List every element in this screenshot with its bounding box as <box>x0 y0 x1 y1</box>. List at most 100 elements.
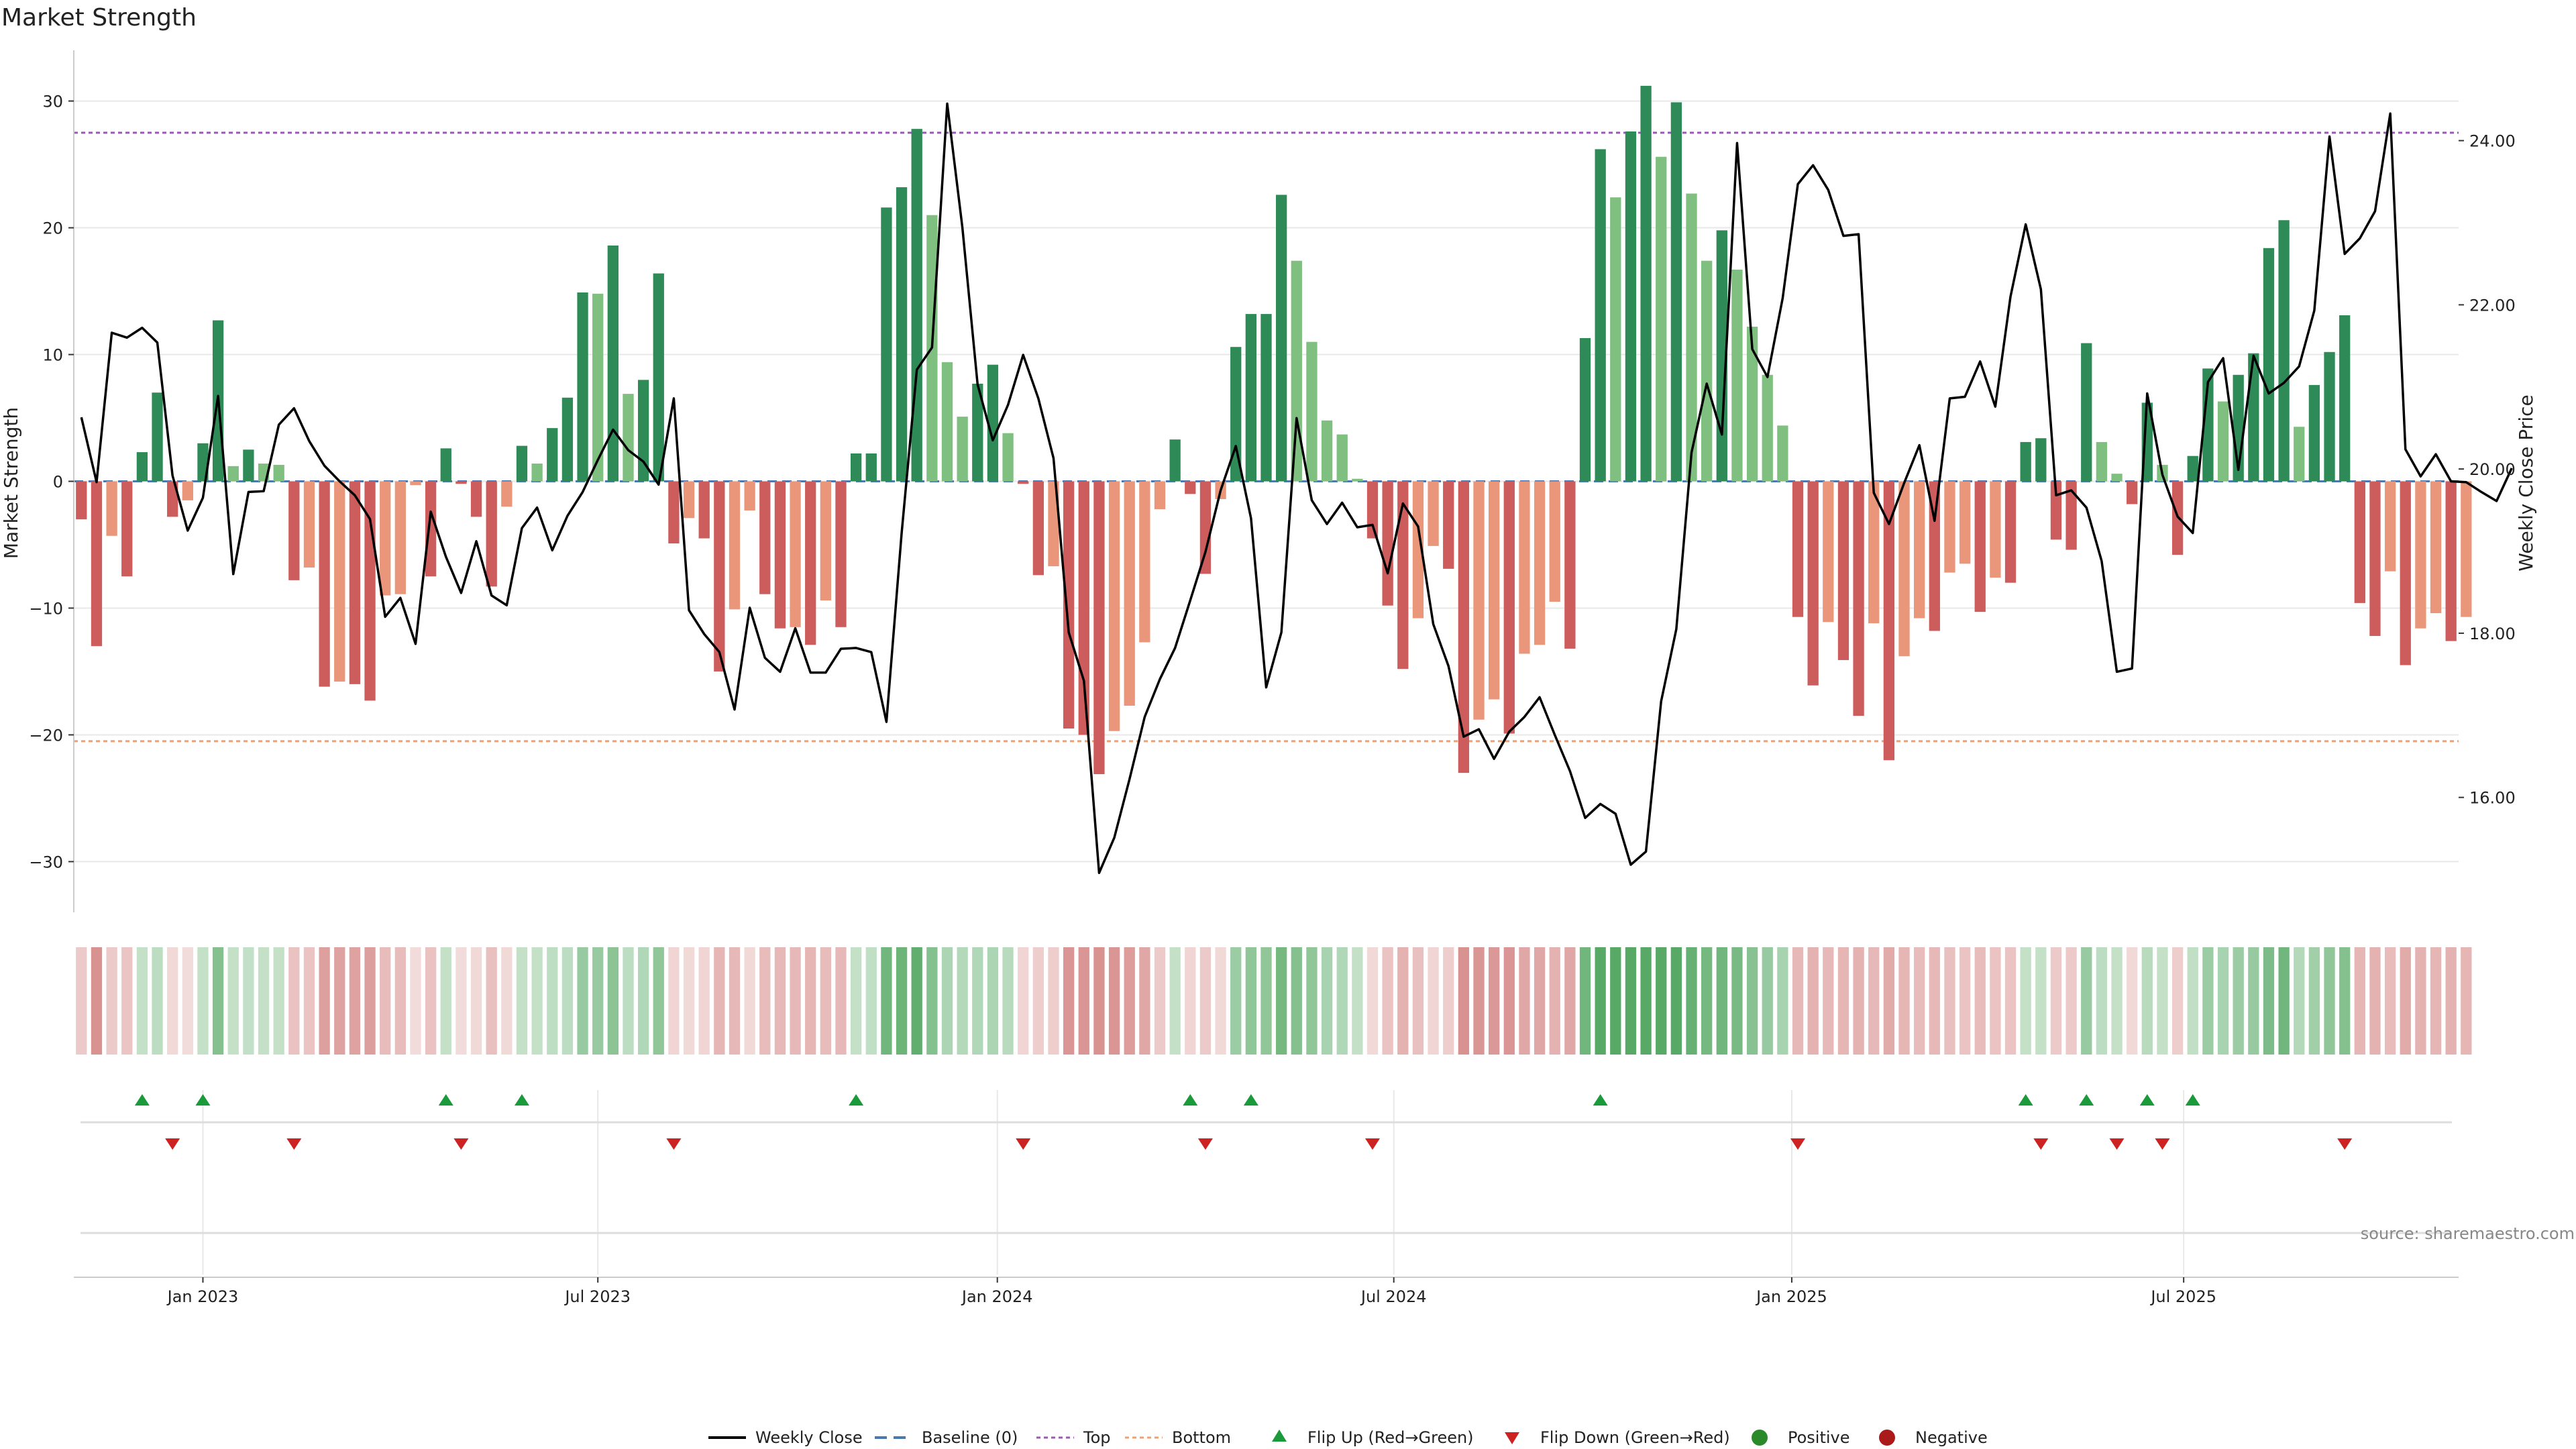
strength-bar <box>683 481 695 519</box>
heat-cell <box>1412 947 1424 1055</box>
heat-cell <box>1169 947 1181 1055</box>
weekly-close-line <box>80 102 2513 875</box>
heat-cell <box>152 947 163 1055</box>
strength-bar <box>121 481 133 577</box>
heat-cell <box>2141 947 2153 1055</box>
strength-bar <box>1473 481 1485 720</box>
x-tick-label: Jan 2024 <box>961 1287 1033 1306</box>
heat-cell <box>1670 947 1682 1055</box>
heat-cell <box>2020 947 2031 1055</box>
strength-bar <box>303 481 315 568</box>
strength-bar <box>1898 481 1910 657</box>
strength-bar <box>1503 481 1515 734</box>
heat-cell <box>1428 947 1439 1055</box>
heat-cell <box>2127 947 2138 1055</box>
strength-bar <box>744 481 755 511</box>
heat-cell <box>926 947 938 1055</box>
heat-cell <box>1914 947 1925 1055</box>
flip-up-marker <box>849 1094 864 1106</box>
strength-bar <box>1275 195 1287 482</box>
strength-bar <box>1640 85 1652 482</box>
heat-cell <box>394 947 406 1055</box>
flip-down-marker <box>1197 1138 1213 1150</box>
heat-cell <box>881 947 892 1055</box>
heat-cell <box>1503 947 1515 1055</box>
heat-cell <box>1625 947 1637 1055</box>
heat-cell <box>2400 947 2411 1055</box>
flip-down-marker <box>2337 1138 2353 1150</box>
heat-cell <box>121 947 133 1055</box>
heat-cell <box>637 947 649 1055</box>
heat-cell <box>1124 947 1135 1055</box>
heat-cell <box>1245 947 1257 1055</box>
legend: Weekly Close Baseline (0) Top Bottom Flip Up… <box>708 1428 1988 1447</box>
heat-cell <box>2096 947 2108 1055</box>
strength-bar <box>1837 481 1849 660</box>
heat-cell <box>91 947 103 1055</box>
heat-cell <box>1230 947 1242 1055</box>
strength-bar <box>1063 481 1075 729</box>
strength-bar <box>1018 481 1029 484</box>
legend-item-weekly-close: Weekly Close <box>708 1428 863 1447</box>
heat-cell <box>501 947 513 1055</box>
strength-bar <box>2294 427 2305 482</box>
legend-label: Flip Down (Green→Red) <box>1540 1428 1730 1447</box>
heat-cell <box>865 947 877 1055</box>
strength-bar <box>1443 481 1454 569</box>
strength-bar <box>1458 481 1470 773</box>
strength-bar <box>881 207 892 482</box>
heat-cell <box>547 947 558 1055</box>
strength-bar <box>106 481 117 536</box>
heat-cell <box>1762 947 1773 1055</box>
heat-cell <box>1199 947 1212 1055</box>
heat-cell <box>136 947 148 1055</box>
strength-bar <box>1412 481 1424 619</box>
strength-bar <box>1914 481 1925 619</box>
strength-bar <box>805 481 816 645</box>
strength-bar <box>1352 478 1363 482</box>
heat-cell <box>1473 947 1485 1055</box>
heat-cell <box>896 947 908 1055</box>
strength-bar <box>1656 156 1667 482</box>
strength-bar <box>1595 149 1606 482</box>
heat-cell <box>668 947 680 1055</box>
strength-bar <box>2339 315 2351 482</box>
flip-up-marker <box>2139 1094 2155 1106</box>
strength-bar <box>607 246 619 482</box>
heat-cell <box>1154 947 1166 1055</box>
heat-cell <box>2354 947 2365 1055</box>
heat-cell <box>182 947 193 1055</box>
heat-cell <box>1868 947 1880 1055</box>
flip-up-marker <box>438 1094 453 1106</box>
flip-down-marker <box>2033 1138 2049 1150</box>
strength-bar <box>2065 481 2077 550</box>
heat-cell <box>744 947 755 1055</box>
strength-bar <box>1534 481 1546 645</box>
heat-cell <box>2369 947 2381 1055</box>
right-tick-label: 16.00 <box>2469 789 2516 808</box>
strength-bar <box>561 397 574 482</box>
heat-cell <box>1382 947 1393 1055</box>
heat-cell <box>303 947 315 1055</box>
strength-bar <box>911 129 922 482</box>
heat-cell <box>1108 947 1120 1055</box>
heat-cell <box>729 947 741 1055</box>
flip-up-marker <box>2185 1094 2200 1106</box>
heat-cell <box>258 947 270 1055</box>
strength-bar <box>698 481 710 539</box>
heat-cell <box>1443 947 1454 1055</box>
heat-cell <box>683 947 695 1055</box>
strength-bar <box>1002 433 1014 482</box>
strength-bar <box>1944 481 1955 573</box>
strength-bar <box>1990 481 2001 578</box>
flip-down-marker <box>1365 1138 1381 1150</box>
strength-bar <box>2461 481 2472 617</box>
heat-cell <box>1215 947 1226 1055</box>
strength-bar <box>2278 220 2290 482</box>
heat-cell <box>2384 947 2396 1055</box>
legend-label: Baseline (0) <box>922 1428 1018 1447</box>
heat-cell <box>2202 947 2214 1055</box>
heat-cell <box>592 947 604 1055</box>
heat-cell <box>2461 947 2472 1055</box>
heat-cell <box>1549 947 1560 1055</box>
